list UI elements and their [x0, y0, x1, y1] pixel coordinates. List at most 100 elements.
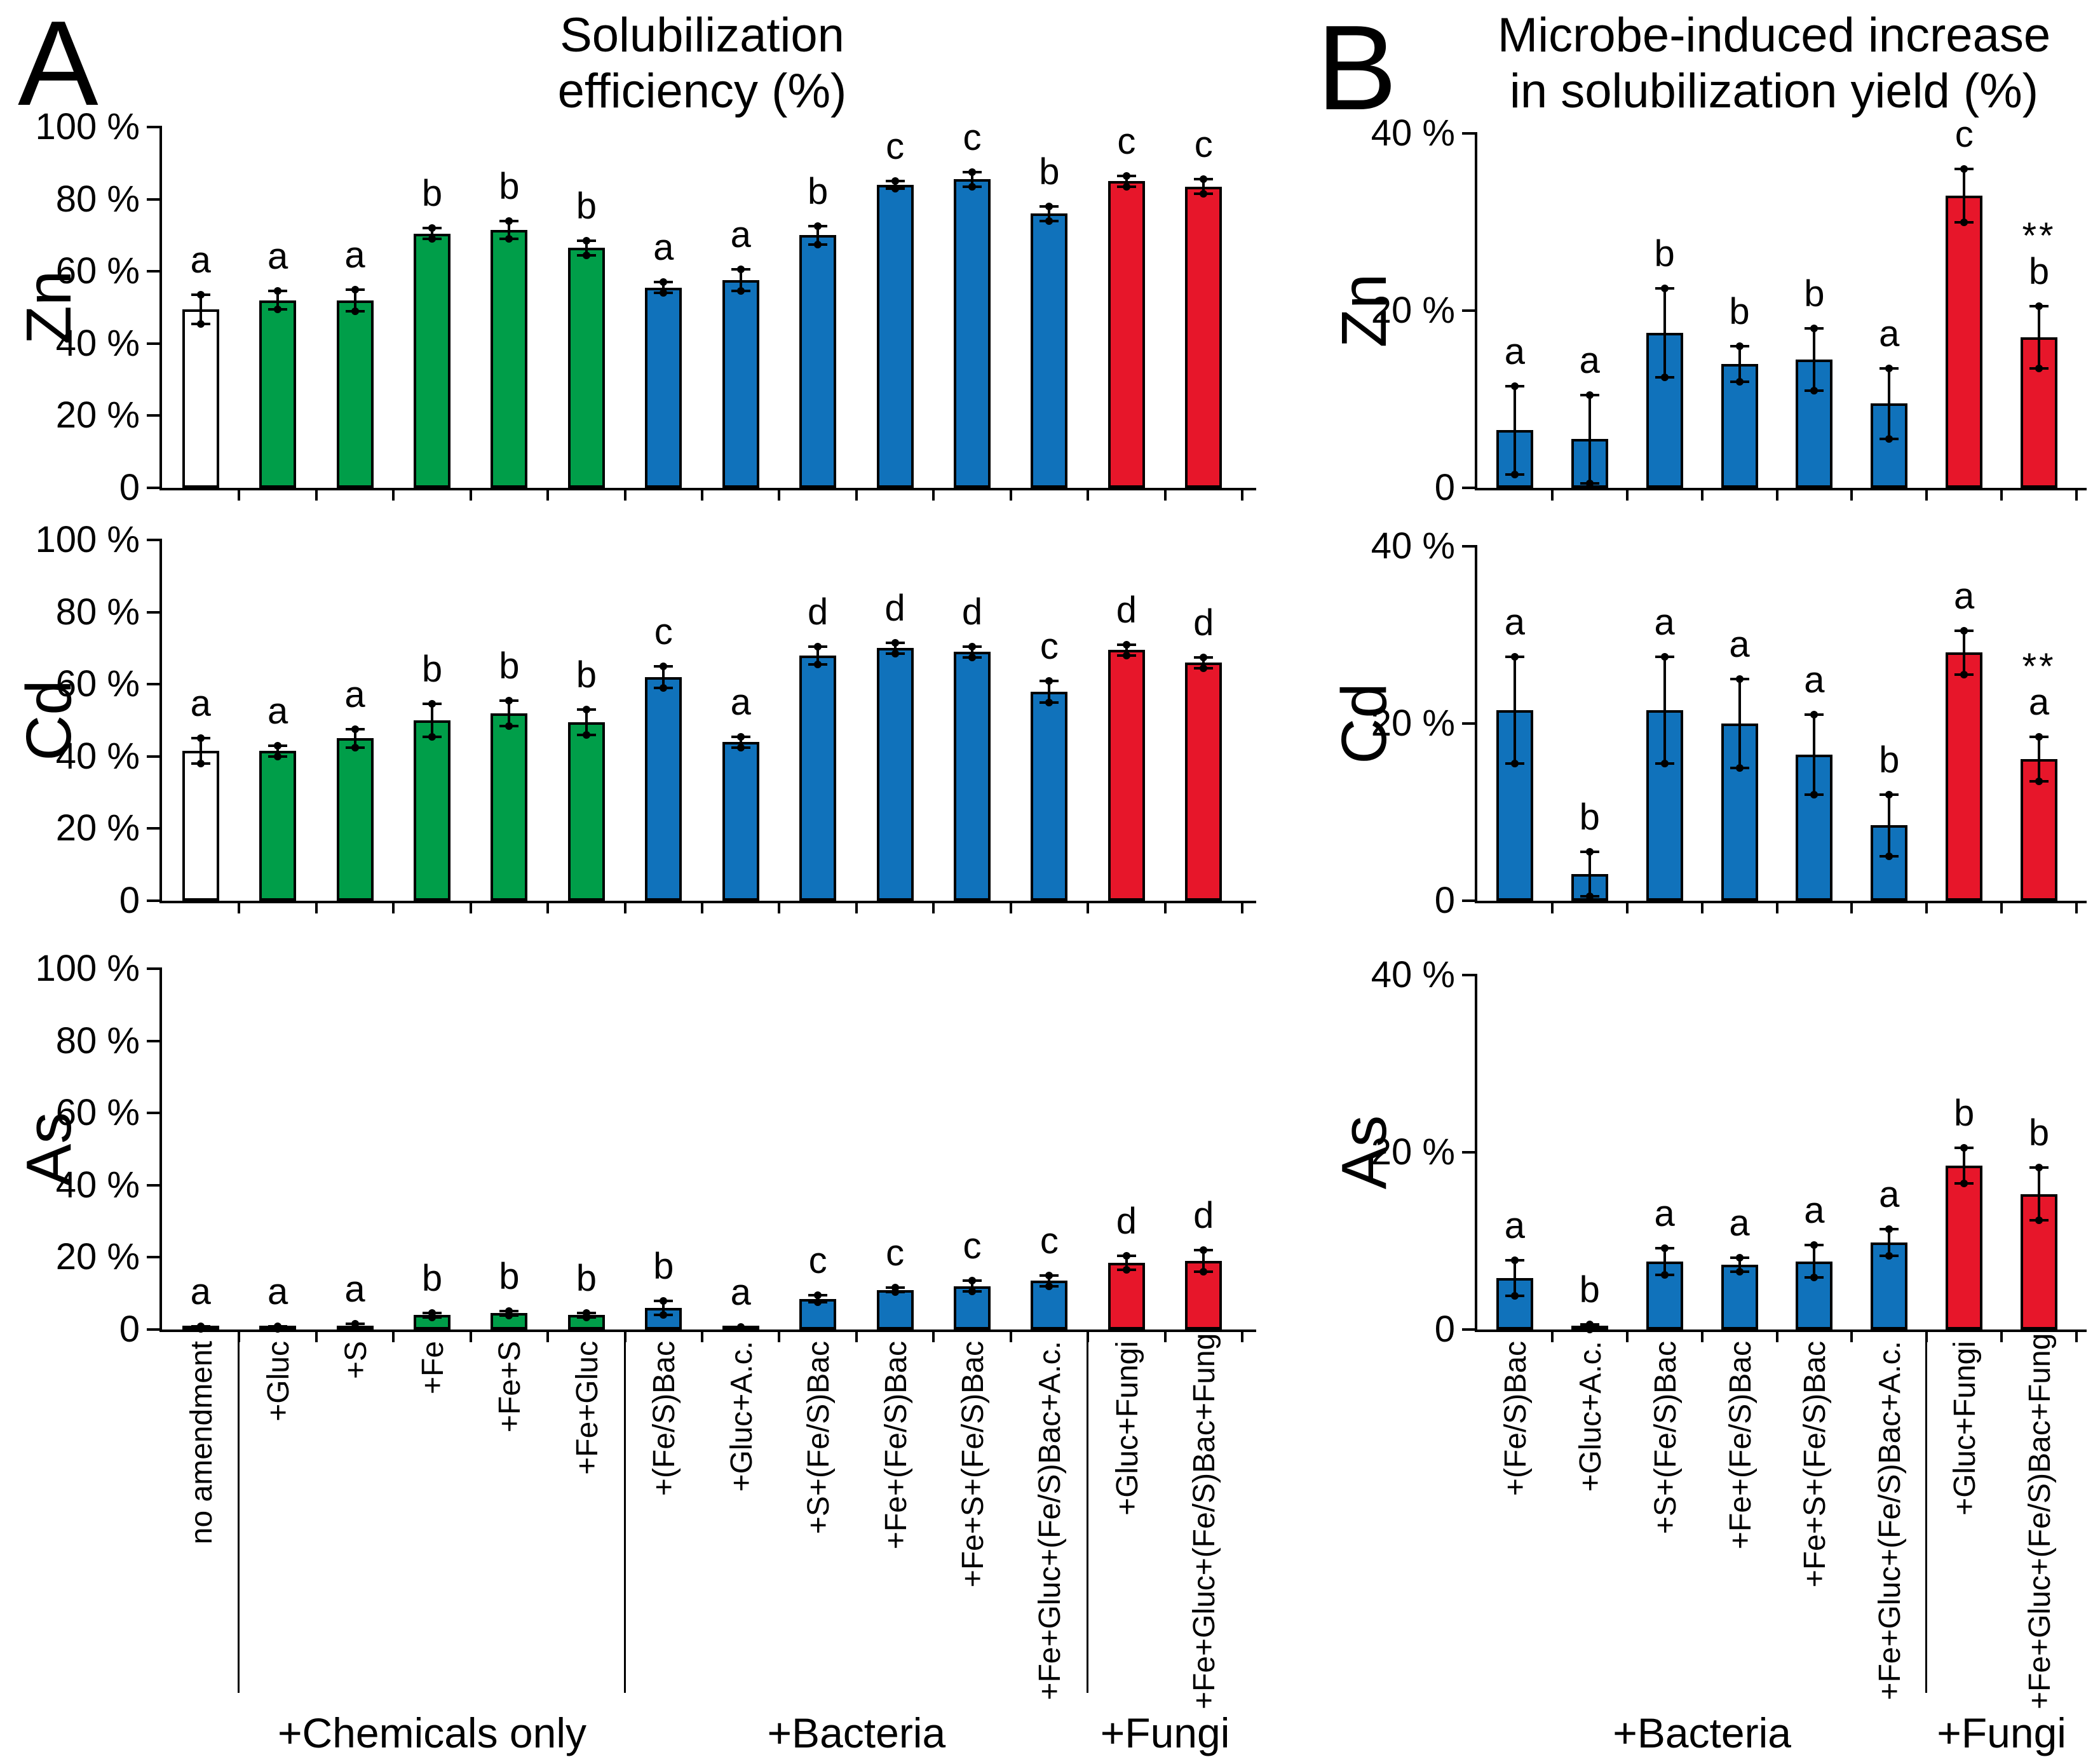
error-bar-line [431, 228, 433, 239]
sig-letter: c [886, 126, 905, 168]
metal-axis-label: Cd [13, 680, 85, 761]
error-bar-line [585, 240, 588, 255]
x-tick [2075, 903, 2078, 913]
x-tick [855, 1332, 858, 1342]
error-bar-line [1663, 288, 1666, 377]
bar [1946, 652, 1983, 901]
y-tick [1462, 1328, 1475, 1331]
error-bar-dot-top [2035, 732, 2043, 741]
error-bar-line [1813, 715, 1816, 795]
error-bar-dot-top [1045, 1271, 1053, 1279]
x-axis [159, 901, 1256, 903]
panel-a-title-line1: Solubilization [560, 8, 844, 62]
error-bar-dot-top [505, 217, 513, 225]
error-bar-dot-top [814, 1291, 822, 1300]
x-tick [1925, 903, 1928, 913]
error-bar-dot-top [1960, 165, 1968, 173]
x-tick [1625, 490, 1629, 501]
y-axis [159, 967, 162, 1332]
error-bar-dot-bottom [1585, 480, 1594, 488]
x-tick [546, 903, 550, 913]
x-category-label: +Fe+S+(Fe/S)Bac [956, 1341, 990, 1588]
error-bar-dot-bottom [1810, 386, 1819, 394]
error-bar-dot-top [891, 638, 899, 647]
y-tick-label: 60 % [55, 1092, 140, 1134]
x-tick [1550, 903, 1554, 913]
error-bar-dot-bottom [814, 660, 822, 668]
error-bar-dot-top [1585, 848, 1594, 856]
error-bar-dot-top [1200, 175, 1208, 184]
group-label: +Fungi [1100, 1709, 1230, 1756]
error-bar-dot-top [1585, 391, 1594, 399]
error-bar-line [1588, 394, 1591, 484]
y-tick [1462, 722, 1475, 725]
x-category-label: +S+(Fe/S)Bac [1648, 1341, 1683, 1535]
error-bar-dot-bottom [505, 1311, 513, 1319]
bar [259, 300, 297, 488]
error-bar-line [1888, 1229, 1891, 1256]
sig-letter: c [1117, 120, 1136, 162]
y-tick-label: 0 [1434, 880, 1455, 921]
x-tick [546, 1332, 550, 1342]
sig-letter: b [499, 645, 520, 687]
error-bar-dot-bottom [351, 307, 359, 315]
metal-axis-label: As [1329, 1115, 1400, 1190]
error-bar-dot-bottom [891, 184, 899, 192]
sig-letter: b [1579, 797, 1600, 838]
sig-letter: a [1729, 624, 1750, 666]
y-axis [159, 539, 162, 903]
y-tick-label: 20 % [1371, 1131, 1455, 1173]
bar [414, 720, 450, 901]
y-axis [1475, 545, 1477, 903]
x-tick [1775, 1332, 1778, 1342]
error-bar-dot-top [1510, 1256, 1519, 1265]
group-separator-line [1087, 1337, 1089, 1693]
error-bar-dot-top [736, 266, 745, 274]
y-tick [147, 487, 159, 489]
sig-letter: a [344, 1268, 365, 1310]
error-bar-dot-bottom [428, 1313, 436, 1321]
error-bar-line [353, 729, 356, 748]
error-bar-dot-top [660, 662, 668, 670]
sig-letter: b [1804, 273, 1825, 314]
error-bar-dot-bottom [891, 649, 899, 657]
error-bar-line [1663, 657, 1666, 764]
bar [182, 309, 219, 488]
x-tick [1625, 1332, 1629, 1342]
x-axis [159, 1330, 1256, 1332]
error-bar-dot-bottom [736, 1324, 745, 1333]
x-tick [623, 490, 627, 501]
y-tick [147, 1328, 159, 1331]
x-tick [392, 1332, 395, 1342]
x-tick [855, 490, 858, 501]
error-bar-dot-bottom [814, 240, 822, 248]
sig-letter: a [190, 1271, 211, 1313]
error-bar-line [816, 646, 820, 664]
y-tick [1462, 487, 1475, 489]
x-tick [238, 903, 241, 913]
y-tick-label: 0 [119, 1309, 140, 1350]
error-bar-dot-bottom [351, 1324, 359, 1332]
x-tick [1163, 903, 1167, 913]
x-tick [315, 490, 318, 501]
error-bar-dot-top [351, 725, 359, 734]
error-bar-dot-bottom [968, 1288, 976, 1296]
error-bar-dot-bottom [1960, 218, 1968, 226]
x-category-label: +Fe+Gluc+(Fe/S)Bac+Fungi [2023, 1326, 2057, 1709]
error-bar-dot-bottom [1660, 1270, 1669, 1279]
error-bar-dot-top [582, 705, 590, 713]
x-tick [1925, 490, 1928, 501]
bar [567, 722, 605, 901]
y-tick-label: 60 % [55, 250, 140, 292]
y-tick [1462, 899, 1475, 902]
sig-letter: b [653, 1245, 674, 1287]
y-tick-label: 0 [1434, 467, 1455, 508]
sig-letter: a [730, 1272, 751, 1314]
x-tick [469, 903, 472, 913]
error-bar-dot-bottom [660, 289, 668, 297]
x-tick [469, 490, 472, 501]
x-axis [1475, 488, 2087, 490]
error-bar-dot-top [1660, 653, 1669, 661]
error-bar-line [1963, 168, 1966, 222]
error-bar-dot-bottom [736, 287, 745, 295]
